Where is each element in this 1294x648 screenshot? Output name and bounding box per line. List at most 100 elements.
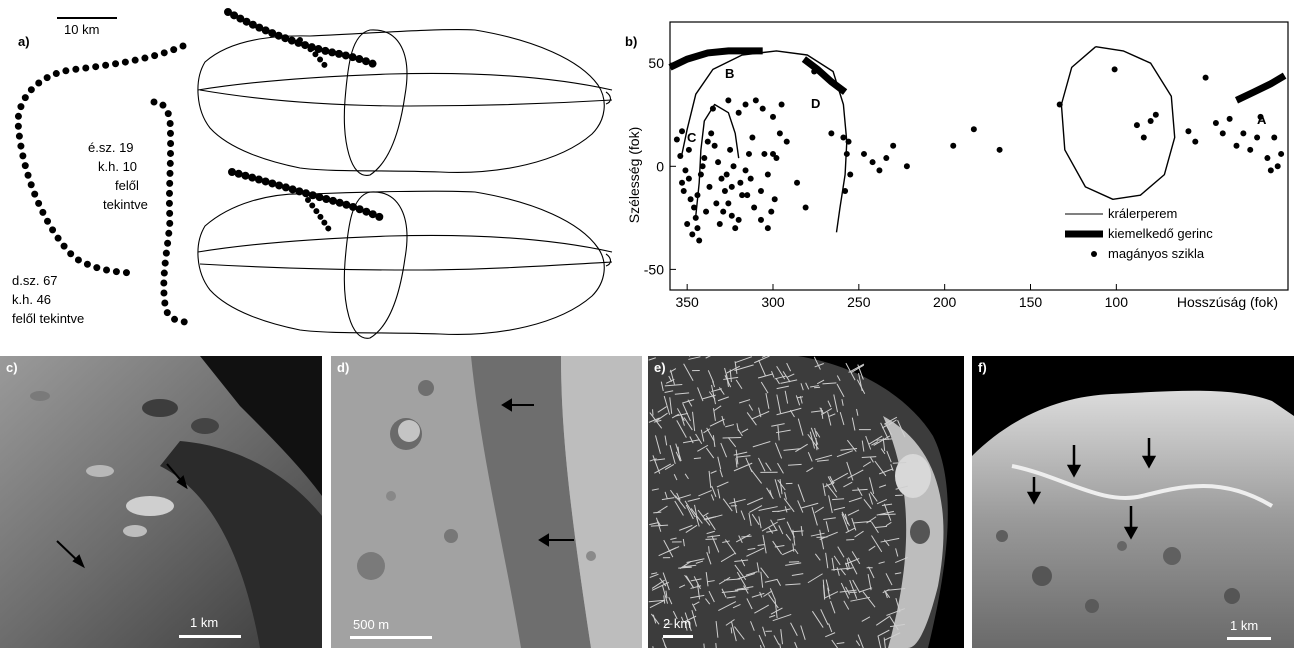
lineament-mark xyxy=(791,573,804,577)
lineament-mark xyxy=(670,369,675,385)
boulder-point xyxy=(1192,138,1199,145)
boulder-point xyxy=(725,97,732,104)
boulder-point xyxy=(742,167,749,174)
lineament-mark xyxy=(816,379,825,385)
lineament-mark xyxy=(792,543,795,552)
lineament-mark xyxy=(883,637,886,648)
lineament-mark xyxy=(651,572,658,575)
lineament-mark xyxy=(858,372,863,392)
annotation-a: A xyxy=(1257,112,1267,127)
legend-boulder: magányos szikla xyxy=(1108,246,1205,261)
boulder-point xyxy=(770,113,776,120)
lineament-mark xyxy=(855,640,861,647)
lineament-mark xyxy=(703,428,711,434)
lineament-mark xyxy=(750,468,763,484)
lineament-mark xyxy=(861,440,865,452)
lineament-mark xyxy=(712,435,716,448)
lineament-mark xyxy=(846,461,854,481)
lineament-mark xyxy=(650,524,669,527)
lineament-mark xyxy=(757,544,765,546)
lineament-mark xyxy=(697,387,704,402)
boulder-point xyxy=(699,163,706,170)
lineament-mark xyxy=(649,458,657,462)
lineament-mark xyxy=(785,562,802,566)
lineament-mark xyxy=(833,506,845,511)
lineament-mark xyxy=(777,462,784,474)
lineament-mark xyxy=(664,491,668,500)
lineament-mark xyxy=(879,513,896,516)
boulder-point xyxy=(1254,134,1261,141)
legend-crater-rim: králerperem xyxy=(1108,206,1177,221)
lineament-mark xyxy=(878,629,890,637)
lineament-mark xyxy=(816,459,829,462)
lineament-mark xyxy=(805,382,810,390)
lineament-mark xyxy=(880,448,886,455)
lineament-mark xyxy=(735,533,751,543)
plot-frame xyxy=(669,21,1289,291)
lineament-mark xyxy=(829,475,835,485)
lineament-mark xyxy=(724,367,730,384)
boulder-point xyxy=(757,188,764,195)
lineament-mark xyxy=(718,601,737,612)
boulder-point xyxy=(776,130,783,137)
lineament-mark xyxy=(734,559,749,562)
lineament-mark xyxy=(700,429,705,442)
lineament-mark xyxy=(813,356,821,370)
lineament-mark xyxy=(796,396,804,399)
lineament-mark xyxy=(761,356,767,358)
lineament-mark xyxy=(768,527,774,534)
boulder-point xyxy=(685,175,692,182)
lineament-mark xyxy=(868,493,874,505)
lineament-mark xyxy=(730,627,733,634)
lineament-mark xyxy=(662,572,670,591)
boulder-point xyxy=(757,216,764,223)
lineament-mark xyxy=(651,488,659,491)
boulder-point xyxy=(720,208,727,215)
boulder-point xyxy=(970,126,977,133)
lineament-mark xyxy=(883,416,898,425)
lineament-mark xyxy=(857,634,864,648)
lineament-mark xyxy=(665,590,668,599)
lineament-mark xyxy=(857,487,863,496)
lineament-mark xyxy=(824,591,839,599)
boulder-point xyxy=(890,142,897,149)
lineament-mark xyxy=(661,637,667,648)
lineament-mark xyxy=(770,607,783,615)
lineament-mark xyxy=(848,363,865,373)
lineament-mark xyxy=(843,600,850,610)
lineament-mark xyxy=(807,573,823,584)
lineament-mark xyxy=(785,533,792,541)
lineament-mark xyxy=(806,467,814,473)
lineament-mark xyxy=(674,392,690,395)
lineament-mark xyxy=(875,615,891,626)
scale-bar-c xyxy=(179,635,241,638)
lineament-mark xyxy=(840,568,846,576)
boulder-point xyxy=(1212,120,1219,127)
lineament-mark xyxy=(795,395,801,406)
lineament-mark xyxy=(765,462,772,472)
lineament-mark xyxy=(775,429,791,434)
boulder-point xyxy=(684,221,691,228)
x-tick-label: 350 xyxy=(675,294,699,310)
boulder-point xyxy=(745,150,752,157)
boulder-point xyxy=(713,200,720,207)
boulder-point xyxy=(744,192,751,199)
lineament-mark xyxy=(695,560,704,564)
boulder-point xyxy=(692,214,699,221)
boulder-point xyxy=(711,142,718,149)
lineament-mark xyxy=(734,361,738,374)
x-tick-label: 300 xyxy=(761,294,785,310)
lineament-mark xyxy=(754,604,769,614)
lineament-mark xyxy=(895,556,908,564)
lineament-mark xyxy=(776,578,781,587)
lineament-mark xyxy=(676,494,691,500)
boulder-point xyxy=(828,130,835,137)
lineament-mark xyxy=(820,609,829,625)
lineament-mark xyxy=(738,535,743,544)
scale-label-d: 500 m xyxy=(353,617,390,632)
boulder-point xyxy=(739,192,746,199)
lineament-mark xyxy=(843,481,853,488)
boulder-point xyxy=(883,155,890,162)
lineament-mark xyxy=(705,598,711,605)
boulder-point xyxy=(1111,66,1118,73)
